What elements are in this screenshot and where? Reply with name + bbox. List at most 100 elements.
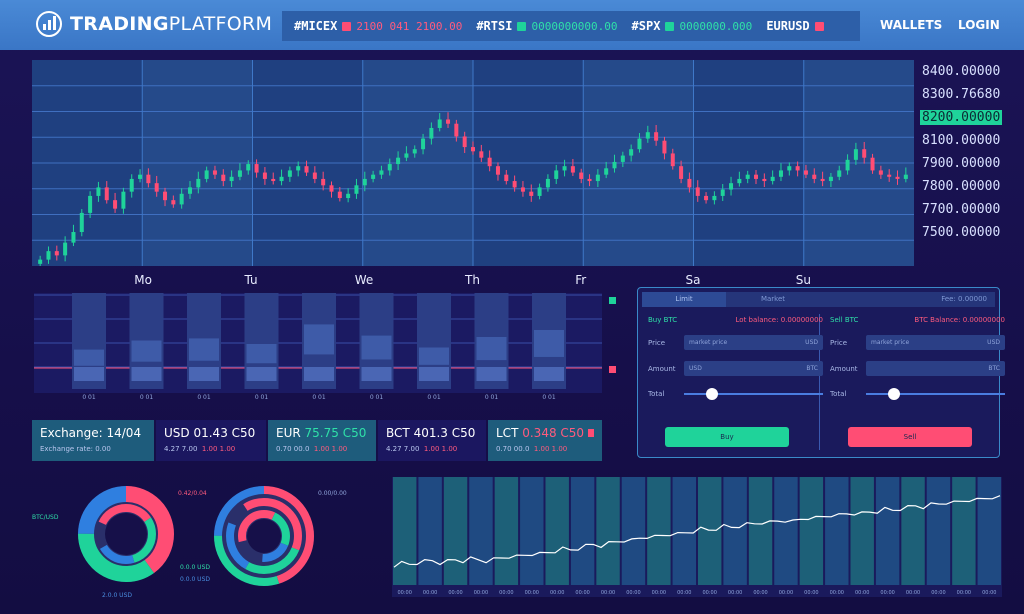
candle[interactable]: [695, 180, 700, 202]
candle[interactable]: [354, 178, 359, 199]
volume-bar[interactable]: [474, 293, 509, 389]
volume-bar[interactable]: [532, 293, 566, 389]
candle[interactable]: [129, 174, 134, 198]
candle[interactable]: [304, 160, 309, 176]
candle[interactable]: [321, 171, 326, 191]
donut-slice[interactable]: [78, 486, 174, 582]
sell-price-input[interactable]: market price USD: [866, 335, 1005, 350]
candle[interactable]: [679, 160, 684, 184]
candle[interactable]: [637, 133, 642, 153]
candle[interactable]: [287, 166, 292, 182]
volume-bar[interactable]: [72, 293, 106, 389]
candle[interactable]: [620, 151, 625, 168]
candle[interactable]: [645, 125, 650, 143]
candle[interactable]: [446, 112, 451, 128]
candle[interactable]: [163, 187, 168, 207]
candle[interactable]: [312, 166, 317, 184]
tab-market[interactable]: Market: [760, 295, 786, 303]
candle[interactable]: [221, 169, 226, 187]
candle[interactable]: [795, 161, 800, 177]
candle[interactable]: [803, 164, 808, 179]
candle[interactable]: [512, 175, 517, 192]
candle[interactable]: [229, 170, 234, 187]
candle[interactable]: [63, 236, 68, 262]
candle[interactable]: [429, 122, 434, 145]
donut-slice[interactable]: [226, 498, 302, 574]
candle[interactable]: [138, 169, 143, 183]
candle[interactable]: [562, 159, 567, 177]
candle[interactable]: [171, 195, 176, 208]
candlestick-chart[interactable]: [32, 60, 914, 266]
candle[interactable]: [254, 159, 259, 178]
candle[interactable]: [787, 162, 792, 176]
donut-slice[interactable]: [238, 510, 290, 562]
candle[interactable]: [495, 162, 500, 181]
volume-bar[interactable]: [244, 293, 279, 389]
candle[interactable]: [462, 131, 467, 154]
candle[interactable]: [371, 170, 376, 183]
candle[interactable]: [196, 171, 201, 194]
candle[interactable]: [687, 172, 692, 193]
candle[interactable]: [712, 191, 717, 205]
candle[interactable]: [629, 144, 634, 162]
donut-slice[interactable]: [226, 498, 302, 574]
candle[interactable]: [587, 174, 592, 187]
candle[interactable]: [754, 170, 759, 185]
candle[interactable]: [604, 161, 609, 179]
candle[interactable]: [778, 163, 783, 182]
exchange-pair-usd[interactable]: USD 01.43 C50 4.27 7.00 1.00 1.00: [156, 420, 266, 461]
candle[interactable]: [762, 173, 767, 187]
candle[interactable]: [870, 153, 875, 174]
candle[interactable]: [71, 224, 76, 247]
candle[interactable]: [54, 245, 59, 261]
candle[interactable]: [745, 170, 750, 184]
candle[interactable]: [212, 165, 217, 179]
candle[interactable]: [554, 164, 559, 185]
candle[interactable]: [770, 170, 775, 185]
sell-amount-input[interactable]: BTC: [866, 361, 1005, 376]
candle[interactable]: [670, 148, 675, 170]
exchange-pair-eur[interactable]: EUR 75.75 C50 0.70 00.0 1.00 1.00: [268, 420, 376, 461]
candle[interactable]: [79, 209, 84, 237]
candle[interactable]: [737, 171, 742, 187]
candle[interactable]: [845, 154, 850, 175]
candle[interactable]: [96, 181, 101, 202]
price-line-chart[interactable]: 00:00 00:00 00:00 00:00 00:00 00:00 00:00 00:00…: [392, 477, 1002, 597]
volume-bar[interactable]: [129, 293, 164, 389]
nav-wallets[interactable]: WALLETS: [880, 18, 943, 32]
donut-slice[interactable]: [226, 498, 302, 574]
candle[interactable]: [404, 146, 409, 162]
candle[interactable]: [38, 255, 43, 266]
exchange-pair-lct[interactable]: LCT 0.348 C50 0.70 00.0 1.00 1.00: [488, 420, 602, 461]
candle[interactable]: [654, 124, 659, 146]
candle[interactable]: [837, 165, 842, 181]
donut-slice[interactable]: [238, 510, 290, 562]
candle[interactable]: [421, 133, 426, 155]
logo[interactable]: TRADINGPLATFORM: [36, 11, 272, 37]
candle[interactable]: [379, 165, 384, 179]
candle[interactable]: [612, 154, 617, 173]
candle[interactable]: [812, 168, 817, 184]
volume-bar[interactable]: [359, 293, 394, 389]
ticker-item-micex[interactable]: #MICEX 2100 041 2100.00: [294, 19, 463, 33]
candle[interactable]: [878, 165, 883, 179]
ticker-item-rtsi[interactable]: #RTSI 0000000000.00: [476, 19, 618, 33]
candle[interactable]: [46, 246, 51, 264]
donut-slice[interactable]: [96, 504, 156, 564]
candle[interactable]: [337, 186, 342, 202]
candle[interactable]: [479, 144, 484, 162]
buy-button[interactable]: Buy: [665, 427, 789, 447]
candle[interactable]: [887, 169, 892, 182]
candle[interactable]: [570, 158, 575, 176]
volume-bar-chart[interactable]: 100806040200 010 010 010 010 010 010 010…: [34, 293, 602, 403]
slider-handle[interactable]: [705, 388, 718, 400]
candle[interactable]: [396, 151, 401, 171]
donut-chart-right[interactable]: [212, 484, 316, 588]
candle[interactable]: [271, 172, 276, 185]
price-line[interactable]: [393, 495, 1001, 568]
candle[interactable]: [279, 169, 284, 186]
candle[interactable]: [237, 163, 242, 181]
buy-amount-input[interactable]: USD BTC: [684, 361, 823, 376]
candle[interactable]: [471, 141, 475, 155]
candle[interactable]: [346, 188, 351, 203]
